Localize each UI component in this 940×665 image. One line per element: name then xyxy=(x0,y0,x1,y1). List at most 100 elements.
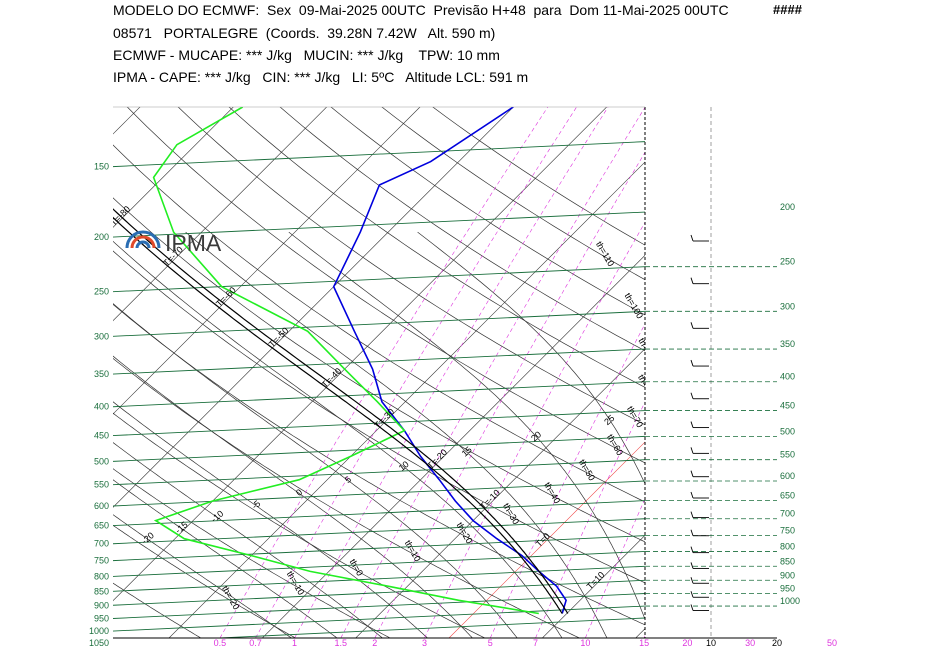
dewpoint-profile-line xyxy=(152,107,539,615)
pressure-tick-label-right: 500 xyxy=(780,426,795,436)
pressure-tick-label-left: 550 xyxy=(94,480,109,490)
dry-adiabat-label: th=30 xyxy=(501,501,521,526)
wind-barb-flag xyxy=(690,577,694,584)
isobar-line xyxy=(113,593,645,619)
dry-adiabat-label: th=90 xyxy=(636,336,656,361)
moist-adiabat-line xyxy=(288,231,645,621)
wind-barb-flag xyxy=(690,322,694,329)
pressure-tick-label-left: 650 xyxy=(94,521,109,531)
isobar-line xyxy=(113,42,645,67)
moist-adiabat-line xyxy=(113,303,518,638)
moist-adiabat-label: 25 xyxy=(602,413,616,427)
isotherm-label: T=-20 xyxy=(425,447,449,471)
isotherm-line xyxy=(262,254,645,638)
dry-adiabat-line xyxy=(113,468,391,638)
wind-barb-flag xyxy=(690,529,694,536)
wind-barb-flag xyxy=(690,421,694,428)
isobar-line xyxy=(113,266,645,293)
pressure-tick-label-right: 200 xyxy=(780,202,795,212)
moist-adiabat-line xyxy=(113,479,338,638)
mixing-ratio-line xyxy=(219,107,549,638)
pressure-tick-label-right: 950 xyxy=(780,583,795,593)
pressure-tick-label-left: 800 xyxy=(94,571,109,581)
wind-barb-flag xyxy=(690,359,694,367)
pressure-tick-label-right: 650 xyxy=(780,491,795,501)
isobar-line xyxy=(113,605,645,632)
wind-barb-flag xyxy=(690,392,694,399)
isotherm-label: T=-90 xyxy=(56,163,80,187)
dry-adiabat-line xyxy=(228,107,645,388)
mixing-ratio-tick-label: 10 xyxy=(580,638,590,648)
pressure-tick-label-right: 700 xyxy=(780,509,795,519)
mixing-ratio-tick-label: 30 xyxy=(745,638,755,648)
dry-adiabat-label: th=100 xyxy=(623,291,646,320)
mixing-ratio-line xyxy=(832,62,940,638)
pressure-tick-label-left: 200 xyxy=(94,232,109,242)
isobar-line xyxy=(113,310,645,337)
wind-barb-flag xyxy=(690,447,694,454)
isotherm-line xyxy=(113,107,421,415)
isobar-line xyxy=(113,535,645,562)
moist-adiabat-label: 20 xyxy=(529,429,543,443)
pressure-tick-label-left: 850 xyxy=(94,586,109,596)
mixing-ratio-line xyxy=(340,107,645,638)
wind-barb-flag xyxy=(690,546,694,553)
pressure-tick-label-right: 800 xyxy=(780,541,795,551)
pressure-tick-label-left: 750 xyxy=(94,556,109,566)
isobar-line xyxy=(113,348,645,375)
moist-adiabat-line xyxy=(417,231,645,485)
moist-adiabat-line xyxy=(113,355,473,638)
header-line-station: 08571 PORTALEGRE (Coords. 39.28N 7.42W A… xyxy=(113,25,496,41)
moist-adiabat-label: 15 xyxy=(460,445,474,459)
pressure-tick-label-left: 900 xyxy=(94,600,109,610)
pressure-tick-label-left: 150 xyxy=(94,162,109,172)
wind-axis-tick-label: 20 xyxy=(772,638,782,648)
pressure-tick-label-left: 350 xyxy=(94,369,109,379)
mixing-ratio-tick-label: 7 xyxy=(533,638,538,648)
dry-adiabat-line xyxy=(113,303,645,626)
mixing-ratio-tick-label: 1.5 xyxy=(335,638,348,648)
dry-adiabat-line xyxy=(279,107,645,352)
logo-arc-inner xyxy=(135,240,151,249)
isotherm-line xyxy=(113,107,514,508)
pressure-tick-label-right: 550 xyxy=(780,450,795,460)
wind-barb-flag xyxy=(690,604,694,611)
dry-adiabat-line xyxy=(113,250,645,584)
wind-axis-tick-label: 10 xyxy=(706,638,716,648)
isotherm-line xyxy=(916,62,940,638)
isobar-line xyxy=(113,141,645,168)
isobar-line xyxy=(113,518,645,545)
pressure-tick-label-right: 1000 xyxy=(780,596,800,606)
dry-adiabat-line xyxy=(113,358,580,638)
isotherm-label: T=10 xyxy=(585,570,607,592)
dry-adiabat-label: th=20 xyxy=(454,521,474,546)
dry-adiabat-label: th=110 xyxy=(594,240,616,268)
mixing-ratio-line xyxy=(750,62,940,638)
moist-adiabat-label: 10 xyxy=(397,459,411,473)
moist-adiabat-line xyxy=(113,240,563,638)
pressure-tick-label-right: 400 xyxy=(780,372,795,382)
mixing-ratio-tick-label: 50 xyxy=(827,638,837,648)
pressure-tick-label-right: 750 xyxy=(780,526,795,536)
pressure-tick-label-right: 350 xyxy=(780,339,795,349)
mixing-ratio-line xyxy=(294,107,609,638)
mixing-ratio-tick-label: 1 xyxy=(292,638,297,648)
wind-barb-flag xyxy=(690,234,694,242)
mixing-ratio-tick-label: 2 xyxy=(372,638,377,648)
mixing-ratio-tick-label: 20 xyxy=(682,638,692,648)
moist-adiabat-line xyxy=(185,231,608,638)
logo-arc-middle xyxy=(130,235,156,249)
isotherm-label: T=-40 xyxy=(320,366,344,390)
pressure-tick-label-left: 1050 xyxy=(89,638,109,648)
pressure-tick-label-right: 300 xyxy=(780,301,795,311)
dry-adiabat-label: th=40 xyxy=(542,481,562,506)
pressure-tick-label-left: 250 xyxy=(94,287,109,297)
dry-adiabat-line xyxy=(113,524,296,638)
dry-adiabat-label: th=60 xyxy=(605,433,625,458)
pressure-tick-label-right: 450 xyxy=(780,401,795,411)
dry-adiabat-line xyxy=(113,197,645,543)
mixing-ratio-tick-label: 3 xyxy=(422,638,427,648)
isotherm-label: T=0 xyxy=(534,531,552,549)
wind-barb-flag xyxy=(690,491,694,499)
